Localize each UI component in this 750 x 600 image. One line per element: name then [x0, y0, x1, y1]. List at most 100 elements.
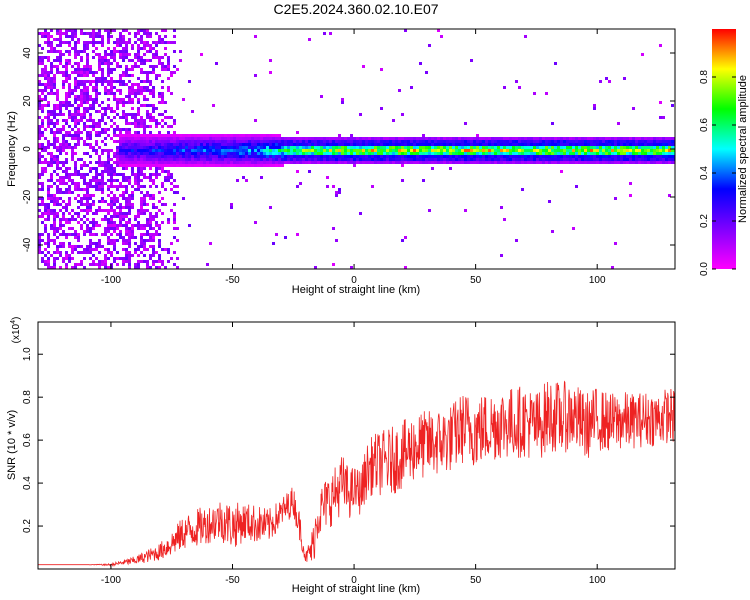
spectrogram-cell: [92, 128, 95, 131]
spectrogram-cell: [191, 146, 194, 149]
spectrogram-cell: [284, 158, 287, 161]
spectrogram-cell: [587, 140, 590, 143]
spectrogram-cell: [47, 110, 50, 113]
spectrogram-cell: [131, 44, 134, 47]
spectrogram-cell: [80, 158, 83, 161]
spectrogram-cell: [131, 230, 134, 233]
spectrogram-cell: [332, 140, 335, 143]
spectrogram-cell: [428, 44, 431, 47]
spectrogram-cell: [107, 161, 110, 164]
spectrogram-cell: [224, 152, 227, 155]
spectrogram-cell: [137, 92, 140, 95]
spectrogram-cell: [80, 227, 83, 230]
spectrogram-cell: [269, 137, 272, 140]
spectrogram-cell: [161, 155, 164, 158]
spectrogram-cell: [596, 152, 599, 155]
spectrogram-cell: [137, 56, 140, 59]
spectrogram-cell: [410, 137, 413, 140]
spectrogram-cell: [56, 104, 59, 107]
spectrogram-cell: [92, 89, 95, 92]
spectrogram-cell: [407, 137, 410, 140]
spectrogram-cell: [470, 146, 473, 149]
spectrogram-cell: [113, 131, 116, 134]
spectrogram-cell: [401, 164, 404, 167]
spectrogram-cell: [623, 158, 626, 161]
spectrogram-cell: [56, 191, 59, 194]
spectrogram-cell: [545, 152, 548, 155]
spectrogram-cell: [266, 143, 269, 146]
spectrogram-cell: [380, 146, 383, 149]
spectrogram-cell: [95, 95, 98, 98]
spectrogram-cell: [134, 218, 137, 221]
spectrogram-cell: [125, 122, 128, 125]
spectrogram-cell: [185, 146, 188, 149]
spectrogram-cell: [62, 71, 65, 74]
spectrogram-cell: [530, 161, 533, 164]
spectrogram-cell: [524, 137, 527, 140]
spectrogram-cell: [593, 155, 596, 158]
spectrogram-cell: [95, 257, 98, 260]
spectrogram-cell: [119, 152, 122, 155]
spectrogram-cell: [377, 140, 380, 143]
spectrogram-cell: [62, 170, 65, 173]
spectrogram-cell: [74, 89, 77, 92]
spectrogram-cell: [632, 143, 635, 146]
spectrogram-cell: [368, 149, 371, 152]
spectrogram-cell: [155, 125, 158, 128]
spectrogram-cell: [83, 125, 86, 128]
spectrogram-cell: [647, 155, 650, 158]
spectrogram-cell: [236, 140, 239, 143]
spectrogram-cell: [152, 164, 155, 167]
spectrogram-cell: [41, 122, 44, 125]
spectrogram-cell: [65, 158, 68, 161]
spectrogram-cell: [374, 143, 377, 146]
spectrogram-cell: [56, 137, 59, 140]
spectrogram-cell: [131, 206, 134, 209]
spectrogram-cell: [569, 149, 572, 152]
spectrogram-cell: [149, 176, 152, 179]
spectrogram-cell: [62, 182, 65, 185]
spectrogram-cell: [383, 149, 386, 152]
spectrogram-cell: [83, 71, 86, 74]
spectrogram-cell: [101, 209, 104, 212]
spectrogram-cell: [455, 146, 458, 149]
spectrogram-cell: [47, 257, 50, 260]
spectrogram-cell: [287, 152, 290, 155]
spectrogram-cell: [623, 161, 626, 164]
spectrogram-cell: [551, 161, 554, 164]
spectrogram-cell: [341, 161, 344, 164]
spectrogram-cell: [83, 41, 86, 44]
spectrogram-cell: [395, 155, 398, 158]
spectrogram-cell: [668, 149, 671, 152]
spectrogram-cell: [68, 59, 71, 62]
spectrogram-cell: [170, 134, 173, 137]
spectrogram-cell: [443, 146, 446, 149]
spectrogram-cell: [77, 107, 80, 110]
spectrogram-cell: [68, 173, 71, 176]
spectrogram-cell: [128, 122, 131, 125]
spectrogram-cell: [251, 140, 254, 143]
spectrogram-cell: [56, 203, 59, 206]
spectrogram-cell: [512, 143, 515, 146]
spectrogram-cell: [47, 38, 50, 41]
spectrogram-cell: [254, 140, 257, 143]
spectrogram-cell: [89, 41, 92, 44]
spectrogram-cell: [602, 137, 605, 140]
spectrogram-cell: [239, 143, 242, 146]
spectrogram-cell: [104, 260, 107, 263]
spectrogram-cell: [581, 137, 584, 140]
spectrogram-cell: [278, 161, 281, 164]
spectrogram-cell: [485, 143, 488, 146]
spectrogram-cell: [587, 158, 590, 161]
spectrogram-cell: [125, 191, 128, 194]
spectrogram-cell: [182, 98, 185, 101]
spectrogram-cell: [164, 47, 167, 50]
spectrogram-cell: [170, 125, 173, 128]
spectrogram-cell: [65, 251, 68, 254]
spectrogram-cell: [86, 71, 89, 74]
spectrogram-cell: [116, 125, 119, 128]
spectrogram-cell: [56, 59, 59, 62]
spectrogram-cell: [179, 146, 182, 149]
spectrogram-cell: [134, 92, 137, 95]
spectrogram-cell: [560, 143, 563, 146]
